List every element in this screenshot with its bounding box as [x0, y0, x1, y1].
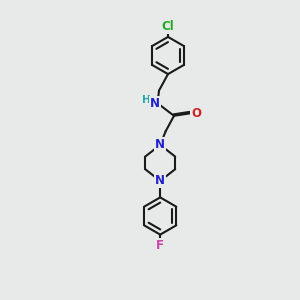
- Text: F: F: [156, 238, 164, 252]
- Text: N: N: [150, 97, 160, 110]
- Text: N: N: [155, 138, 165, 152]
- Text: H: H: [142, 95, 151, 105]
- Text: N: N: [155, 174, 165, 188]
- Text: O: O: [191, 107, 201, 120]
- Text: Cl: Cl: [162, 20, 174, 33]
